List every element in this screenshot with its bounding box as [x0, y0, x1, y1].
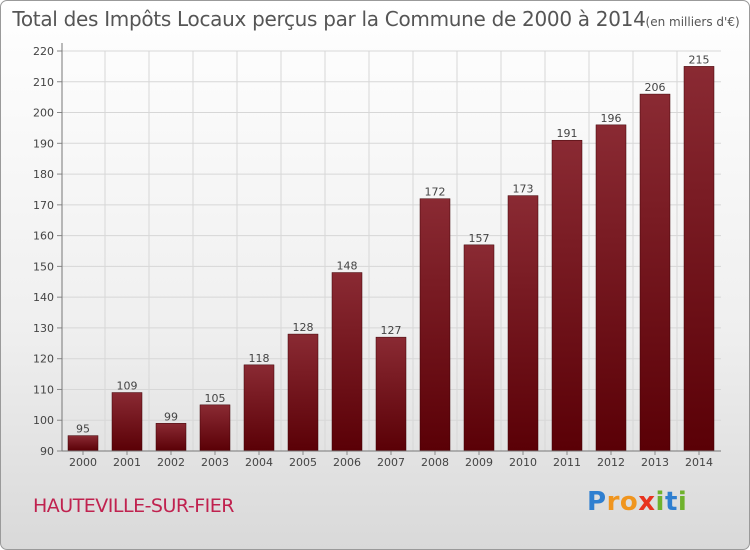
bar-2001[interactable]: [111, 392, 143, 452]
y-tick-label: 130: [33, 322, 54, 335]
logo-letter: o: [619, 487, 639, 517]
x-tick-label: 2010: [509, 456, 537, 469]
logo-letter: r: [606, 487, 620, 517]
y-tick-label: 180: [33, 168, 54, 181]
y-tick-label: 200: [33, 107, 54, 120]
bar-2000[interactable]: [67, 435, 99, 452]
x-tick-label: 2012: [597, 456, 625, 469]
bar-2009[interactable]: [463, 244, 495, 452]
bar-2008[interactable]: [419, 198, 451, 452]
y-tick-label: 170: [33, 199, 54, 212]
y-tick-label: 160: [33, 230, 54, 243]
value-label: 99: [164, 410, 178, 423]
value-label: 191: [557, 127, 578, 140]
x-tick-label: 2011: [553, 456, 581, 469]
bar-2005[interactable]: [287, 333, 319, 452]
bar-2007[interactable]: [375, 336, 407, 452]
bar-2004[interactable]: [243, 364, 275, 452]
logo-letter: P: [587, 487, 607, 517]
value-label: 128: [293, 321, 314, 334]
logo-letter: i: [677, 487, 688, 517]
value-label: 173: [513, 183, 534, 196]
bar-2014[interactable]: [683, 66, 715, 452]
bars: 95 109 99 105 118 128 148 127 172 157 173 191 196 206…: [67, 53, 715, 452]
x-tick-label: 2008: [421, 456, 449, 469]
commune-name: HAUTEVILLE-SUR-FIER: [33, 495, 234, 517]
y-tick-label: 150: [33, 260, 54, 273]
value-label: 118: [249, 352, 270, 365]
y-tick-label: 210: [33, 76, 54, 89]
logo-letter: x: [638, 487, 656, 517]
value-label: 157: [469, 232, 490, 245]
x-tick-label: 2004: [245, 456, 273, 469]
value-label: 127: [381, 324, 402, 337]
x-tick-label: 2013: [641, 456, 669, 469]
y-tick-label: 110: [33, 383, 54, 396]
value-label: 206: [645, 81, 666, 94]
bar-2010[interactable]: [507, 195, 539, 452]
x-tick-label: 2009: [465, 456, 493, 469]
x-tick-label: 2005: [289, 456, 317, 469]
value-label: 172: [425, 186, 446, 199]
x-tick-label: 2014: [685, 456, 713, 469]
y-tick-label: 220: [33, 45, 54, 58]
bar-2011[interactable]: [551, 139, 583, 452]
y-tick-label: 140: [33, 291, 54, 304]
value-label: 196: [601, 112, 622, 125]
x-tick-label: 2006: [333, 456, 361, 469]
title-row: Total des Impôts Locaux perçus par la Co…: [1, 7, 749, 33]
y-tick-label: 100: [33, 414, 54, 427]
bar-2013[interactable]: [639, 93, 671, 452]
y-tick-label: 90: [40, 445, 54, 458]
x-tick-label: 2002: [157, 456, 185, 469]
bar-2002[interactable]: [155, 423, 187, 452]
bar-2012[interactable]: [595, 124, 627, 452]
axes: 90 100 110 120 130 140 150 160 170 180 190 200 210 22…: [33, 43, 721, 469]
value-label: 215: [689, 53, 710, 66]
bar-2006[interactable]: [331, 272, 363, 452]
x-tick-label: 2003: [201, 456, 229, 469]
x-tick-label: 2001: [113, 456, 141, 469]
x-tick-label: 2007: [377, 456, 405, 469]
x-tick-label: 2000: [69, 456, 97, 469]
bar-2003[interactable]: [199, 404, 231, 452]
value-label: 105: [205, 392, 226, 405]
proxiti-logo[interactable]: Proxiti: [587, 487, 687, 517]
logo-letter: t: [664, 487, 678, 517]
value-label: 95: [76, 423, 90, 436]
y-tick-label: 190: [33, 137, 54, 150]
logo-letter: i: [655, 487, 665, 517]
chart-title: Total des Impôts Locaux perçus par la Co…: [12, 7, 646, 31]
value-label: 148: [337, 260, 358, 273]
value-label: 109: [117, 380, 138, 393]
y-tick-label: 120: [33, 353, 54, 366]
chart-unit-note: (en milliers d'€): [645, 15, 740, 29]
